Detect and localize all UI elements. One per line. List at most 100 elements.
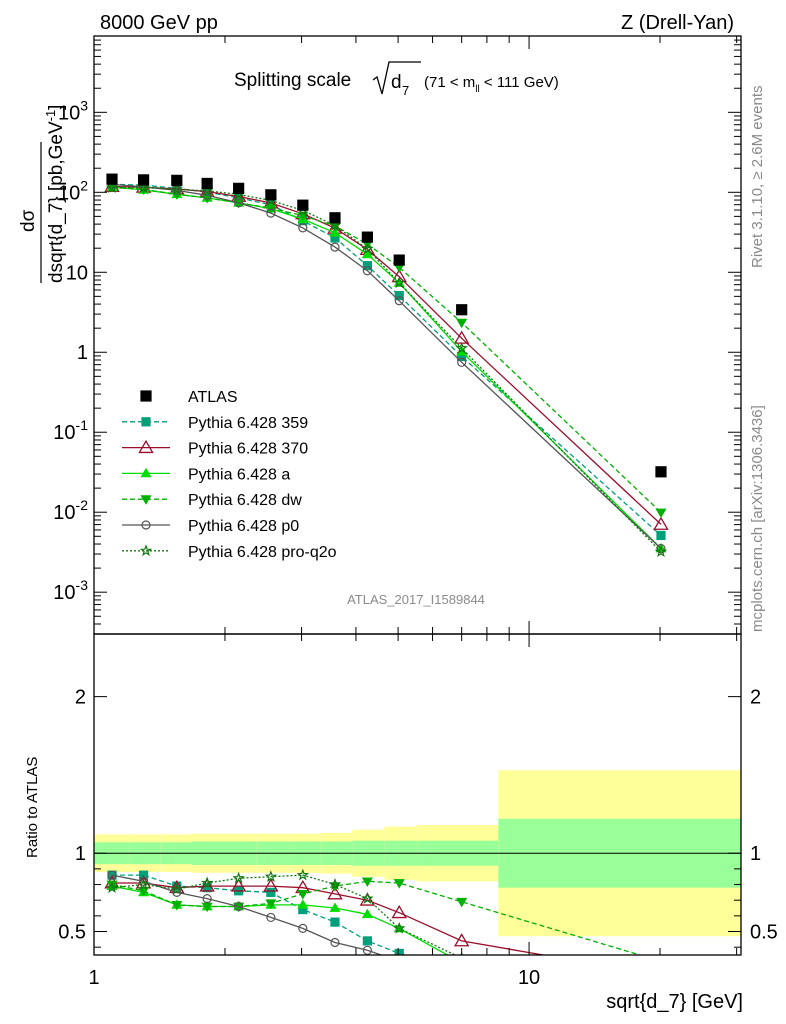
ratio-point-pythia-6-428-pro-q2o bbox=[232, 871, 245, 884]
ratio-point-pythia-6-428-pro-q2o bbox=[328, 878, 342, 890]
ratio-point-pythia-6-428-dw bbox=[265, 899, 277, 909]
y-tick-label: 1 bbox=[77, 342, 88, 364]
series-point-pythia-6-428-359 bbox=[656, 530, 666, 541]
sqrt-symbol bbox=[372, 61, 421, 95]
legend-marker-pythia-6-428-pro-q2o bbox=[139, 544, 153, 557]
plot-title: Splitting scale d 7 (71 < mll < 111 GeV) bbox=[234, 61, 559, 98]
atlas-data-point bbox=[655, 466, 667, 478]
y-tick-exp: -3 bbox=[76, 577, 89, 593]
series-point-pythia-6-428-pro-q2o bbox=[105, 181, 119, 194]
ylabel-den-end: ] bbox=[46, 105, 67, 110]
plot-title-symbol: d bbox=[391, 72, 402, 93]
atlas-data-point bbox=[201, 177, 213, 190]
series-point-pythia-6-428-359 bbox=[394, 290, 404, 301]
series-point-pythia-6-428-pro-q2o bbox=[137, 181, 150, 193]
series-point-pythia-6-428-pro-q2o bbox=[170, 182, 184, 195]
ratio-panel: 1 10 0.5 0.5 1 1 2 2 bbox=[58, 36, 778, 989]
y-axis-label-ratio: Ratio to ATLAS bbox=[24, 757, 41, 858]
atlas-data-point bbox=[265, 189, 277, 201]
legend-label-pythia-6-428-370: Pythia 6.428 370 bbox=[188, 441, 308, 458]
ratio-point-pythia-6-428-359 bbox=[394, 948, 404, 955]
ratio-line-pythia-6-428-dw bbox=[111, 880, 643, 955]
atlas-data-point bbox=[171, 174, 183, 186]
ratio-point-pythia-6-428-pro-q2o bbox=[170, 882, 184, 895]
legend: ATLAS Pythia 6.428 359 Pythia 6.428 370 Pyt… bbox=[122, 389, 337, 561]
ratio-point-pythia-6-428-pro-q2o bbox=[105, 881, 119, 893]
ratio-point-pythia-6-428-p0 bbox=[266, 912, 276, 923]
series-point-pythia-6-428-370 bbox=[653, 516, 669, 530]
atlas-data bbox=[106, 173, 667, 478]
series-point-pythia-6-428-dw bbox=[655, 508, 667, 519]
atlas-data-point bbox=[329, 212, 341, 224]
ratio-point-pythia-6-428-dw bbox=[456, 897, 468, 908]
ratio-frame bbox=[93, 633, 742, 956]
y-tick-base: 10 bbox=[58, 182, 80, 204]
y-tick-label: 10 bbox=[66, 262, 88, 284]
y-axis-ticks-ratio: 0.5 0.5 1 1 2 2 bbox=[58, 687, 778, 948]
atlas-data-point bbox=[456, 304, 468, 316]
x-axis-ticks: 1 10 bbox=[88, 36, 738, 989]
y-tick-base: 10 bbox=[53, 422, 75, 444]
y-tick-base: 10 bbox=[53, 582, 75, 604]
ratio-y-tick-label-right: 0.5 bbox=[750, 922, 778, 944]
series-point-pythia-6-428-pro-q2o bbox=[393, 276, 406, 289]
ratio-y-tick-label: 2 bbox=[75, 687, 86, 709]
ratio-point-pythia-6-428-p0 bbox=[458, 971, 466, 979]
y-tick-label: 10-2 bbox=[53, 497, 88, 524]
x-axis-label: sqrt{d_7} [GeV] bbox=[606, 991, 743, 1013]
ratio-point-pythia-6-428-p0 bbox=[172, 887, 182, 897]
ratio-point-pythia-6-428-dw bbox=[138, 886, 150, 897]
ratio-point-pythia-6-428-359 bbox=[458, 965, 466, 973]
ylabel-den-sup: -1 bbox=[43, 110, 58, 122]
atlas-data-point bbox=[137, 174, 150, 186]
ylabel-den-text: dsqrt{d_7} [pb,GeV bbox=[46, 121, 67, 283]
legend-label-pythia-6-428-pro-q2o: Pythia 6.428 pro-q2o bbox=[188, 544, 337, 561]
ratio-point-pythia-6-428-p0 bbox=[362, 945, 372, 955]
legend-marker-pythia-6-428-p0 bbox=[141, 520, 151, 530]
ratio-point-pythia-6-428-a bbox=[457, 959, 466, 967]
legend-marker-atlas bbox=[140, 390, 152, 402]
series-line-pythia-6-428-p0 bbox=[111, 183, 662, 549]
x-tick-label: 1 bbox=[88, 967, 99, 989]
ratio-point-pythia-6-428-370 bbox=[327, 886, 343, 900]
y-tick-base: 1 bbox=[77, 342, 88, 364]
legend-label-atlas: ATLAS bbox=[188, 389, 238, 406]
ratio-point-pythia-6-428-a bbox=[329, 902, 341, 912]
ratio-point-pythia-6-428-dw bbox=[297, 890, 309, 900]
ratio-point-pythia-6-428-pro-q2o bbox=[200, 876, 214, 889]
series-point-pythia-6-428-a bbox=[329, 227, 341, 237]
ratio-point-pythia-6-428-359 bbox=[266, 887, 276, 897]
legend-label-pythia-6-428-359: Pythia 6.428 359 bbox=[188, 415, 308, 432]
plot-title-text: Splitting scale bbox=[234, 70, 351, 91]
legend-marker-pythia-6-428-370 bbox=[138, 439, 154, 454]
series-point-pythia-6-428-p0 bbox=[362, 266, 372, 276]
cond-start: (71 < m bbox=[424, 74, 475, 91]
atlas-data-point bbox=[106, 173, 118, 185]
series-point-pythia-6-428-p0 bbox=[330, 242, 340, 252]
ratio-line-pythia-6-428-359 bbox=[112, 874, 409, 955]
ratio-line-pythia-6-428-a bbox=[111, 885, 449, 955]
ratio-point-pythia-6-428-p0 bbox=[107, 870, 117, 880]
series-point-pythia-6-428-pro-q2o bbox=[361, 242, 374, 255]
ratio-y-tick-label-right: 2 bbox=[750, 687, 761, 709]
y-tick-base: 10 bbox=[58, 102, 80, 124]
ratio-point-pythia-6-428-a bbox=[297, 899, 309, 909]
series-point-pythia-6-428-359 bbox=[362, 261, 372, 271]
y-tick-label: 102 bbox=[58, 177, 88, 204]
ratio-point-pythia-6-428-370 bbox=[453, 933, 470, 947]
mcplots-label: mcplots.cern.ch [arXiv:1306.3436] bbox=[749, 405, 766, 632]
ratio-line-pythia-6-428-370 bbox=[112, 882, 547, 955]
x-tick-label: 10 bbox=[518, 967, 540, 989]
y-tick-label: 10-1 bbox=[53, 417, 88, 444]
legend-marker-pythia-6-428-dw bbox=[140, 495, 152, 505]
series-point-pythia-6-428-a bbox=[361, 248, 373, 259]
ratio-point-pythia-6-428-pro-q2o bbox=[296, 868, 310, 881]
ratio-point-pythia-6-428-370 bbox=[359, 892, 376, 906]
legend-label-pythia-6-428-a: Pythia 6.428 a bbox=[188, 466, 290, 483]
ratio-point-pythia-6-428-dw bbox=[171, 901, 183, 911]
plot-title-subscript: 7 bbox=[402, 83, 409, 98]
ylabel-den: dsqrt{d_7} [pb,GeV-1] bbox=[43, 105, 67, 283]
ratio-point-pythia-6-428-359 bbox=[362, 936, 372, 946]
